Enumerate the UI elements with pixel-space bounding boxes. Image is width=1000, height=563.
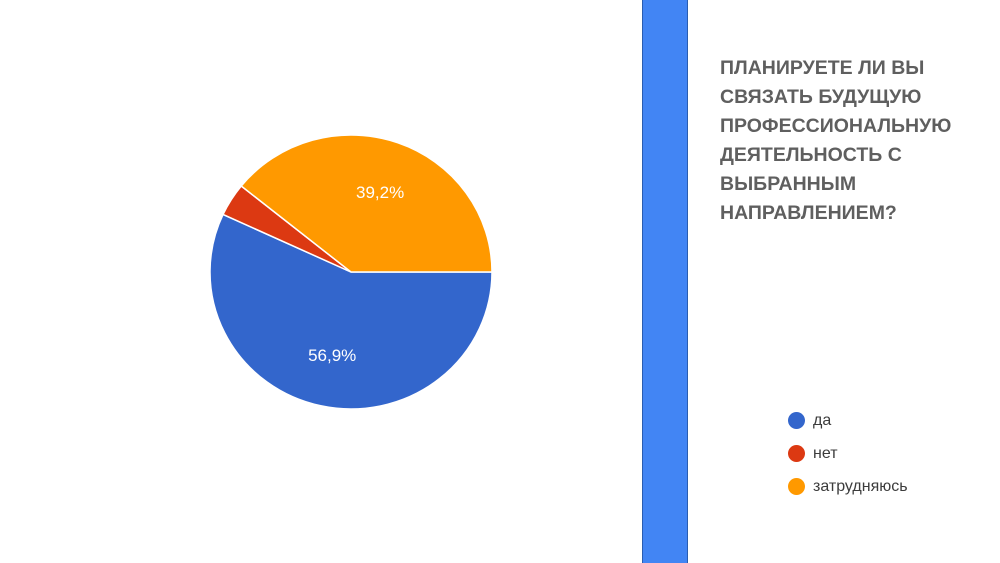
question-line: ДЕЯТЕЛЬНОСТЬ С [720, 144, 902, 166]
question-line: ПЛАНИРУЕТЕ ЛИ ВЫ [720, 57, 925, 79]
question-title: ПЛАНИРУЕТЕ ЛИ ВЫ СВЯЗАТЬ БУДУЩУЮ ПРОФЕСС… [720, 54, 990, 228]
pie-slice-zatrudnyayus[interactable] [240, 134, 493, 273]
legend: да нет затрудняюсь [788, 404, 908, 503]
legend-item-zatrudnyayus[interactable]: затрудняюсь [788, 470, 908, 503]
pie-labels: 56,9% 39,2% [308, 183, 404, 365]
question-line: СВЯЗАТЬ БУДУЩУЮ [720, 86, 922, 108]
question-line: ПРОФЕССИОНАЛЬНУЮ [720, 115, 952, 137]
legend-swatch-zatrudnyayus [788, 478, 805, 495]
pie-chart: 56,9% 39,2% [209, 134, 493, 410]
legend-label-da: да [813, 411, 832, 429]
pie-slice-da[interactable] [209, 213, 493, 410]
legend-label-zatrudnyayus: затрудняюсь [813, 477, 908, 495]
legend-swatch-da [788, 412, 805, 429]
pie-slices [209, 134, 493, 410]
legend-label-net: нет [813, 444, 838, 462]
legend-item-da[interactable]: да [788, 404, 908, 437]
pie-value-label-zatrudnyayus: 39,2% [356, 183, 404, 202]
legend-item-net[interactable]: нет [788, 437, 908, 470]
decorative-side-bar [642, 0, 688, 563]
question-line: ВЫБРАННЫМ [720, 173, 857, 195]
pie-value-label-da: 56,9% [308, 346, 356, 365]
legend-swatch-net [788, 445, 805, 462]
question-line: НАПРАВЛЕНИЕМ? [720, 202, 897, 224]
